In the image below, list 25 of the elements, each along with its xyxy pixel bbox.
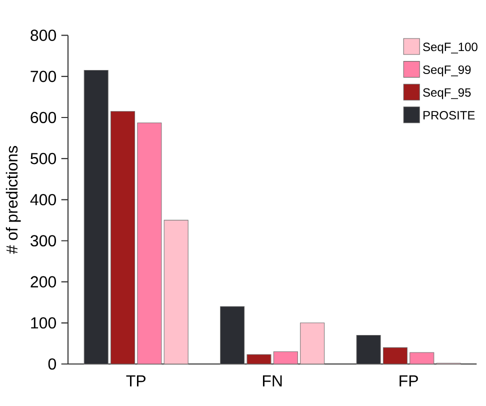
y-tick-label: 200 [30,276,56,288]
y-tick-label: 700 [30,70,56,82]
y-tick-label: 100 [31,317,56,329]
bar [164,220,188,364]
y-tick-label: 300 [30,235,56,246]
x-tick-label: TP [126,375,146,386]
bar [382,347,408,364]
y-axis-title: # of predictions [6,146,21,254]
legend-label: SeqF_100 [423,42,478,54]
x-tick-label: FN [262,375,282,386]
bar [410,352,434,364]
bar [300,322,325,364]
bar [137,122,162,364]
x-tick-label: FP [400,375,418,386]
legend-label: SeqF_99 [423,65,471,76]
legend-label: SeqF_95 [423,88,471,100]
bar [246,354,272,364]
y-tick-label: 600 [30,112,56,124]
y-tick-label: 500 [30,152,56,164]
y-tick-label: 0 [48,358,56,370]
y-tick-label: 400 [30,194,56,206]
legend-label: PROSITE [424,111,475,120]
bar [110,111,136,364]
bar [273,351,298,364]
y-tick-label: 800 [30,30,56,41]
